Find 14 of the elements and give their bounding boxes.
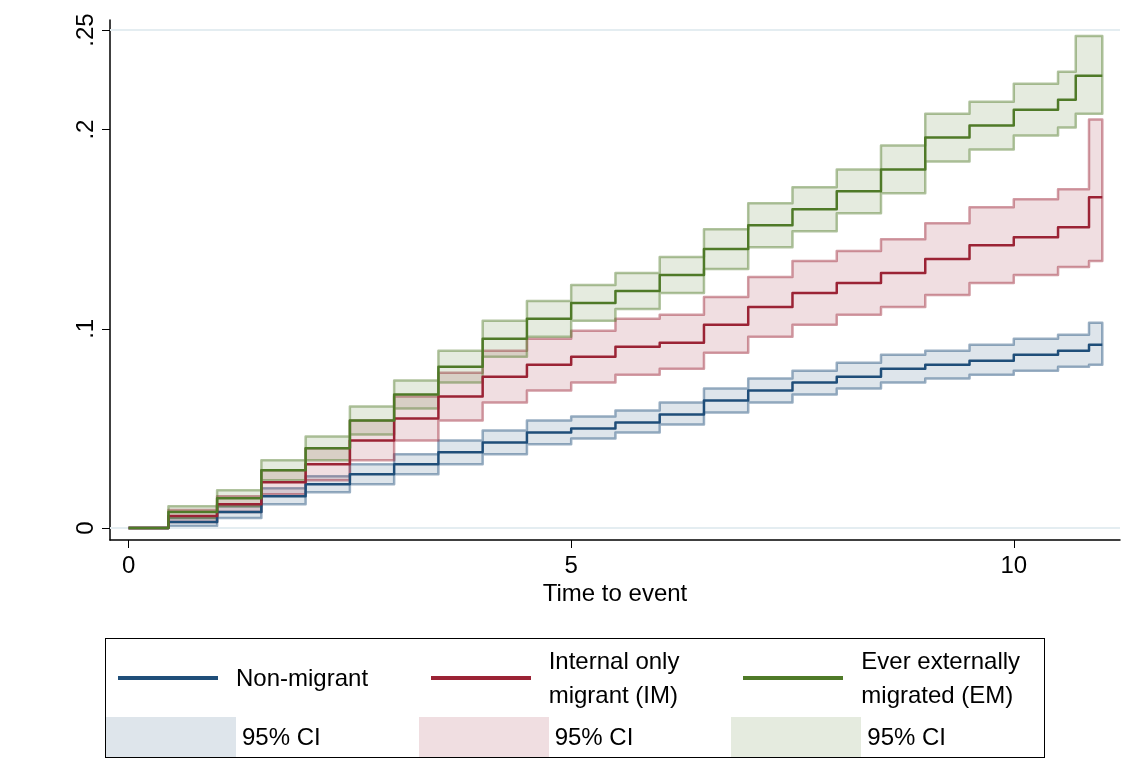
legend-label: Non-migrant — [236, 663, 369, 693]
x-tick-label: 0 — [121, 550, 136, 578]
text: 95% CI — [554, 723, 634, 751]
x-tick-label: 10 — [1000, 550, 1028, 578]
y-tick-label: .1 — [70, 318, 98, 339]
y-tick-label: .25 — [70, 13, 98, 47]
text: 95% CI — [242, 723, 321, 751]
x-axis-title: Time to event — [542, 579, 688, 607]
legend-label: Internal only migrant (IM) — [548, 646, 681, 710]
y-tick-label: .2 — [70, 119, 98, 140]
legend-label: Ever externally migrated (EM) — [861, 646, 1022, 710]
y-tick-label: 0 — [70, 521, 98, 535]
x-tick-label: 5 — [564, 550, 578, 578]
text: 95% CI — [867, 723, 947, 751]
